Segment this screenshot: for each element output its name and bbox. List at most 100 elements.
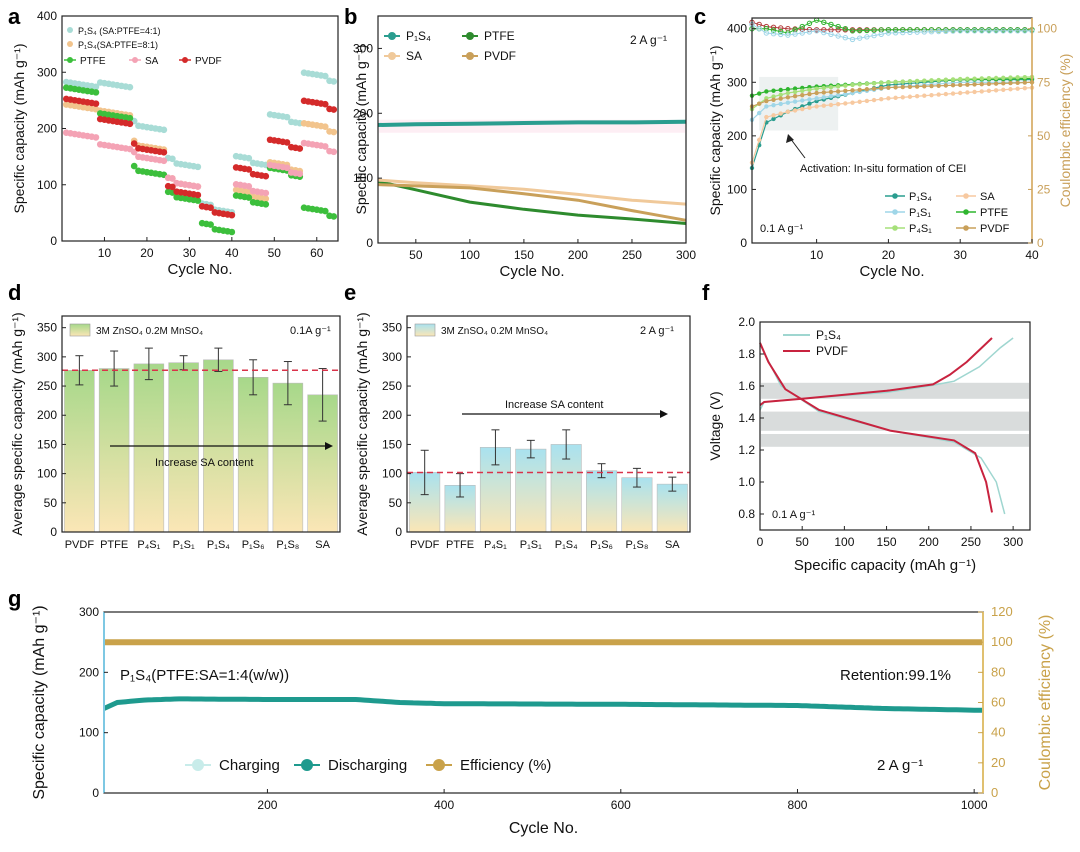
y-tick-label: 250 (382, 379, 402, 393)
data-point (330, 213, 338, 220)
legend-marker (67, 27, 73, 33)
legend-label: PTFE (980, 207, 1008, 219)
panel-label-e: e (344, 280, 356, 305)
y-tick-label: 0 (50, 234, 57, 248)
trend-annotation: Increase SA content (505, 399, 603, 411)
x-tick-label: 200 (568, 248, 588, 262)
x-tick-label: 150 (877, 535, 897, 549)
y-tick-label: 200 (37, 122, 57, 136)
y-tick-label: 200 (353, 106, 373, 120)
data-point (92, 134, 100, 141)
category-label: PTFE (100, 539, 128, 551)
y-tick-label: 300 (37, 65, 57, 79)
x-tick-label: 40 (1025, 248, 1039, 262)
data-point (130, 162, 138, 170)
rate-annotation: 2 A g⁻¹ (877, 757, 923, 774)
legend-label: Efficiency (%) (460, 757, 551, 774)
legend-label: P₁S₄ (909, 191, 932, 203)
y-tick-label: 100 (37, 467, 57, 481)
activation-annotation: Activation: In-situ formation of CEI (800, 163, 966, 175)
series-line (377, 179, 687, 225)
legend-marker (433, 759, 445, 771)
efficiency-point (842, 26, 849, 32)
efficiency-point (806, 20, 813, 27)
y-tick-label: 100 (727, 182, 747, 196)
data-point (330, 148, 338, 156)
data-point (283, 113, 291, 121)
panel-label-g: g (8, 586, 21, 611)
data-point (228, 228, 236, 236)
rate-annotation: 0.1 A g⁻¹ (772, 509, 815, 521)
data-point (330, 128, 338, 136)
data-point (194, 183, 202, 190)
category-label: P₁S₈ (276, 539, 299, 551)
x-tick-label: 400 (434, 798, 454, 812)
activation-region (759, 76, 839, 131)
y2-axis-label: Coulombic efficiency (%) (1037, 615, 1054, 791)
y2-tick-label: 0 (1037, 236, 1044, 250)
data-point (330, 78, 338, 85)
data-point (245, 183, 253, 190)
legend-marker (301, 759, 313, 771)
trend-arrowhead (325, 442, 333, 450)
y-tick-label: 0 (395, 525, 402, 539)
data-point (126, 114, 134, 122)
data-point (207, 204, 214, 211)
legend-label: PTFE (484, 29, 515, 43)
data-point (207, 221, 214, 228)
y-tick-label: 150 (37, 437, 57, 451)
bar (272, 382, 304, 533)
series-line (751, 81, 1032, 121)
data-point (321, 207, 329, 215)
y2-tick-label: 40 (991, 725, 1005, 740)
data-point (330, 106, 338, 113)
bar (237, 376, 269, 533)
category-label: PVDF (65, 539, 95, 551)
axes-frame (377, 15, 687, 244)
x-tick-label: 250 (961, 535, 981, 549)
y-tick-label: 50 (44, 496, 58, 510)
annotation-arrowhead (786, 134, 794, 143)
legend-label: P₁S₄ (406, 29, 431, 43)
data-point (245, 166, 253, 173)
retention-label: Retention:99.1% (840, 667, 951, 684)
data-point (245, 154, 253, 162)
legend-label: PVDF (195, 56, 222, 67)
bar (586, 470, 618, 533)
data-point (92, 89, 100, 96)
legend-label: P₁S₁ (909, 207, 931, 219)
legend-label: Charging (219, 757, 280, 774)
x-axis-label: Cycle No. (499, 263, 564, 280)
panel-label-c: c (694, 4, 706, 29)
data-point (160, 126, 168, 134)
category-label: P₁S₆ (590, 539, 613, 551)
legend-label: SA (406, 49, 422, 63)
x-tick-label: 1000 (961, 798, 988, 812)
category-label: SA (665, 539, 680, 551)
x-tick-label: 30 (183, 246, 197, 260)
y-tick-label: 100 (382, 467, 402, 481)
data-point (321, 123, 329, 130)
legend-label: 3M ZnSO₄ 0.2M MnSO₄ (441, 326, 548, 337)
x-tick-label: 60 (310, 246, 324, 260)
efficiency-line (751, 23, 1032, 40)
voltage-curve (759, 342, 993, 513)
y-tick-label: 50 (389, 496, 403, 510)
x-tick-label: 20 (882, 248, 896, 262)
data-point (262, 189, 270, 197)
y-tick-label: 300 (79, 605, 99, 619)
category-label: P₁S₄ (207, 539, 230, 551)
y-tick-label: 1.8 (738, 347, 755, 361)
panel-label-a: a (8, 4, 21, 29)
discharge-line (102, 696, 983, 713)
legend-marker (192, 759, 204, 771)
rate-annotation: 0.1 A g⁻¹ (760, 223, 803, 235)
y-axis-label: Specific capacity (mAh g⁻¹) (353, 45, 369, 215)
legend-label: Discharging (328, 757, 407, 774)
legend-marker (963, 209, 969, 215)
data-point (92, 100, 100, 107)
data-point (283, 164, 291, 172)
legend-marker (466, 32, 474, 40)
data-point (321, 72, 329, 80)
series-line (377, 183, 687, 222)
